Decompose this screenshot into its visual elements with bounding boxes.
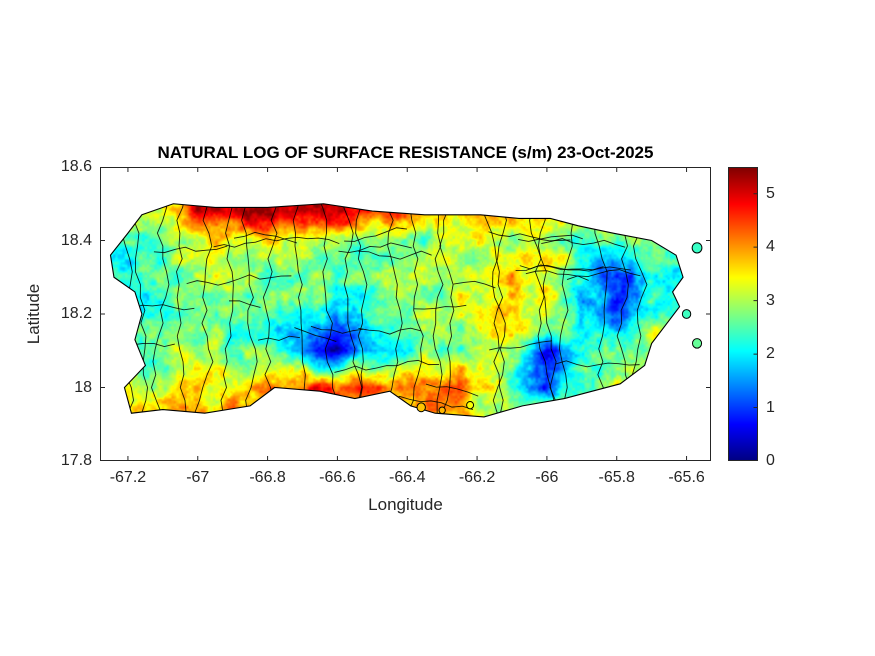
x-tick-label: -65.8 <box>598 469 635 486</box>
colorbar-tick-label: 4 <box>766 238 775 256</box>
y-tick-label: 17.8 <box>60 452 92 469</box>
x-axis-label: Longitude <box>368 495 443 514</box>
colorbar-tick-label: 3 <box>766 291 775 309</box>
y-tick-label: 18 <box>74 378 92 396</box>
x-tick-label: -66 <box>535 469 559 486</box>
colorbar-tick-label: 0 <box>766 452 775 469</box>
x-tick-label: -66.4 <box>389 469 426 486</box>
y-axis-label: Latitude <box>24 283 43 345</box>
y-tick-label: 18.6 <box>60 158 92 175</box>
x-tick-label: -65.6 <box>668 469 705 486</box>
x-tick-label: -67.2 <box>109 469 147 486</box>
x-tick-label: -67 <box>186 469 210 486</box>
x-tick-label: -66.8 <box>249 469 286 486</box>
x-tick-label: -66.2 <box>458 469 496 486</box>
y-tick-label: 18.4 <box>60 231 92 249</box>
x-tick-label: -66.6 <box>319 469 356 486</box>
puerto-rico-heatmap-canvas <box>100 167 711 461</box>
colorbar-tick-label: 2 <box>766 345 775 363</box>
colorbar-tick-label: 1 <box>766 398 775 416</box>
colorbar-tick-label: 5 <box>766 184 775 202</box>
colorbar-canvas <box>728 167 758 461</box>
chart-title: NATURAL LOG OF SURFACE RESISTANCE (s/m) … <box>157 143 654 162</box>
y-tick-label: 18.2 <box>60 305 92 322</box>
